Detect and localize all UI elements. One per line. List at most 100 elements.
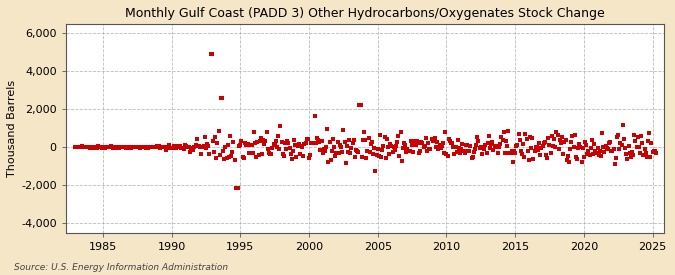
Point — [245, 143, 256, 147]
Point — [335, 143, 346, 148]
Point — [475, 146, 485, 150]
Point — [513, 131, 524, 136]
Point — [192, 144, 203, 148]
Point — [423, 141, 433, 145]
Point — [614, 147, 625, 151]
Point — [502, 144, 512, 148]
Point — [481, 151, 492, 155]
Point — [225, 134, 236, 138]
Point — [123, 145, 134, 150]
Point — [292, 144, 303, 148]
Point — [195, 145, 206, 149]
Point — [479, 147, 489, 152]
Point — [125, 145, 136, 149]
Point — [250, 141, 261, 145]
Point — [141, 145, 152, 150]
Point — [634, 151, 645, 156]
Point — [352, 149, 362, 153]
Point — [493, 145, 504, 149]
Point — [126, 146, 137, 150]
Point — [393, 134, 404, 138]
Point — [610, 162, 620, 166]
Point — [612, 135, 622, 139]
Point — [207, 52, 217, 56]
Point — [146, 144, 157, 149]
Point — [593, 152, 604, 157]
Point — [539, 140, 550, 144]
Point — [491, 144, 502, 149]
Point — [556, 140, 566, 145]
Point — [386, 144, 397, 148]
Point — [367, 139, 377, 144]
Point — [371, 152, 382, 157]
Point — [378, 144, 389, 148]
Point — [505, 151, 516, 155]
Point — [550, 144, 561, 149]
Point — [503, 129, 514, 134]
Point — [649, 149, 660, 154]
Point — [308, 141, 319, 145]
Point — [143, 145, 154, 149]
Point — [566, 140, 576, 144]
Point — [577, 146, 588, 150]
Point — [230, 157, 240, 162]
Point — [598, 145, 609, 149]
Point — [403, 148, 414, 153]
Point — [218, 149, 229, 153]
Point — [277, 152, 288, 156]
Point — [559, 140, 570, 144]
Point — [332, 139, 343, 144]
Point — [427, 139, 438, 144]
Point — [171, 146, 182, 150]
Point — [414, 149, 425, 153]
Point — [192, 137, 202, 142]
Point — [176, 145, 187, 150]
Point — [136, 145, 147, 149]
Point — [572, 145, 583, 150]
Point — [613, 133, 624, 138]
Point — [460, 151, 470, 155]
Point — [616, 143, 627, 147]
Point — [464, 148, 475, 153]
Point — [535, 153, 545, 157]
Point — [286, 157, 297, 161]
Point — [158, 145, 169, 150]
Point — [521, 136, 532, 141]
Point — [230, 186, 241, 190]
Point — [557, 135, 568, 139]
Point — [345, 151, 356, 156]
Point — [465, 143, 476, 148]
Point — [338, 128, 349, 132]
Point — [115, 145, 126, 149]
Point — [306, 141, 317, 145]
Point — [618, 137, 629, 141]
Point — [580, 140, 591, 145]
Point — [157, 145, 168, 149]
Point — [151, 144, 162, 149]
Point — [128, 145, 139, 150]
Point — [173, 145, 184, 149]
Point — [118, 145, 129, 149]
Point — [383, 145, 394, 149]
Point — [626, 155, 637, 160]
Point — [418, 145, 429, 150]
Point — [477, 152, 487, 156]
Point — [431, 145, 441, 149]
Point — [90, 145, 101, 149]
Point — [90, 145, 101, 150]
Point — [629, 133, 640, 137]
Point — [227, 150, 238, 154]
Point — [275, 123, 286, 128]
Point — [508, 149, 519, 153]
Point — [363, 136, 374, 140]
Point — [169, 144, 180, 148]
Point — [95, 145, 106, 149]
Point — [202, 144, 213, 149]
Point — [368, 152, 379, 156]
Point — [263, 151, 274, 155]
Point — [322, 126, 333, 131]
Point — [531, 145, 542, 149]
Point — [412, 141, 423, 145]
Point — [504, 151, 515, 155]
Point — [169, 144, 180, 149]
